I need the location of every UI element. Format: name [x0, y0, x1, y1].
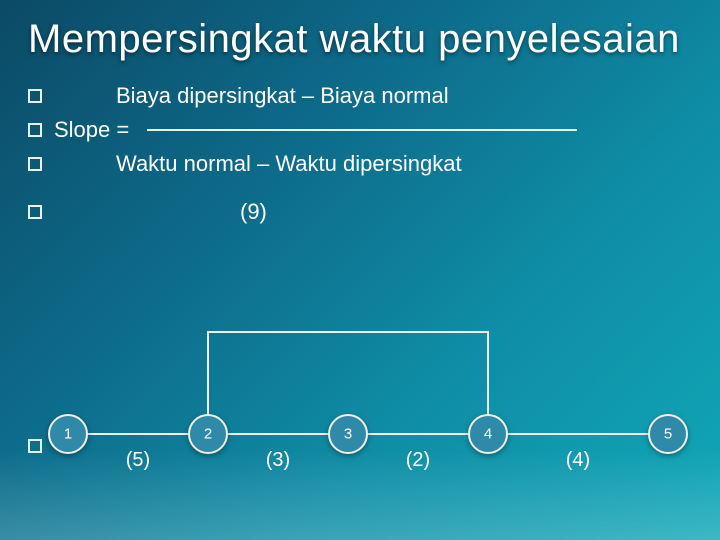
- edge-label: (5): [126, 449, 150, 471]
- slope-formula: Biaya dipersingkat – Biaya normal Slope …: [28, 79, 692, 181]
- arc-edge: [208, 332, 488, 415]
- page-title: Mempersingkat waktu penyelesaian: [28, 18, 692, 61]
- graph-node-label: 1: [64, 426, 72, 443]
- bullet-icon: [28, 123, 42, 137]
- bullet-icon: [28, 157, 42, 171]
- node-diagram: (5) (3) (2) (4) 1 2 3 4 5: [60, 326, 688, 476]
- edge-label: (2): [406, 449, 430, 471]
- formula-lhs: Slope =: [54, 113, 129, 147]
- bullet-icon: [28, 439, 42, 453]
- fraction-line: [147, 129, 577, 131]
- edge-label: (4): [566, 449, 590, 471]
- graph-node-label: 3: [344, 426, 352, 443]
- equation-number: (9): [240, 199, 267, 225]
- formula-numerator: Biaya dipersingkat – Biaya normal: [54, 79, 449, 113]
- graph-node-label: 4: [484, 426, 492, 443]
- bullet-icon: [28, 89, 42, 103]
- bullet-icon: [28, 205, 42, 219]
- graph-node-label: 5: [664, 426, 672, 443]
- formula-denominator: Waktu normal – Waktu dipersingkat: [54, 147, 462, 181]
- graph-node-label: 2: [204, 426, 212, 443]
- edge-label: (3): [266, 449, 290, 471]
